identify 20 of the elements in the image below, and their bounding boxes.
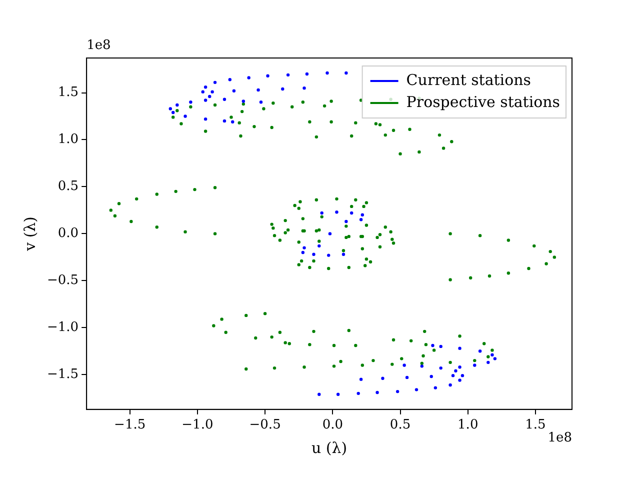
x-tick-label: 0.0: [322, 418, 344, 433]
legend-label: Current stations: [406, 70, 532, 89]
y-tick-label: 1.5: [58, 85, 79, 100]
x-tick-label: −0.5: [249, 418, 281, 433]
text: 1e8: [86, 38, 111, 53]
x-tick-label: −1.5: [114, 418, 146, 433]
y-axis-title: v (λ): [20, 216, 39, 252]
x-tick-label: 1.0: [458, 418, 478, 433]
x-tick-label: −1.0: [182, 418, 214, 433]
x-tick-label: 1.5: [525, 418, 546, 433]
text: 1e8: [548, 430, 572, 446]
x-tick-label: 0.5: [390, 418, 411, 433]
y-tick-label: −0.5: [46, 273, 79, 288]
y-tick-label: −1.5: [46, 367, 79, 382]
x-axis-title: u (λ): [311, 438, 348, 457]
y-tick-label: 1.0: [58, 132, 79, 148]
y-tick-label: 0.5: [58, 179, 79, 194]
y-tick-label: −1.0: [46, 320, 79, 336]
y-tick-label: 0.0: [58, 226, 79, 242]
legend-label: Prospective stations: [406, 92, 560, 111]
